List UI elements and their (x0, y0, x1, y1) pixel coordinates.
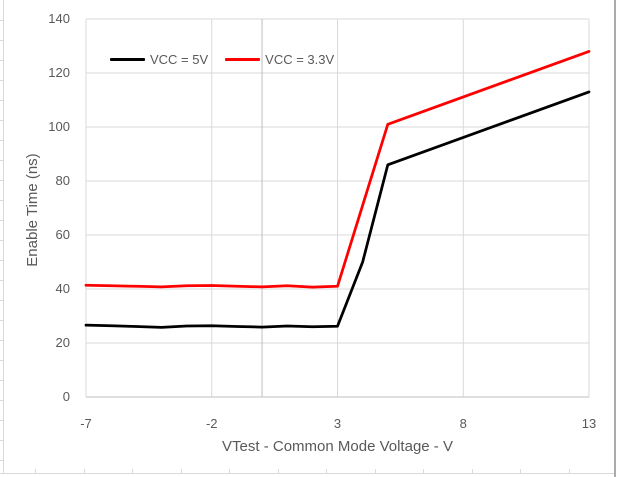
y-axis-title: Enable Time (ns) (24, 153, 41, 267)
worksheet-column-line (278, 469, 279, 474)
y-tick-label-120: 120 (48, 65, 70, 80)
x-axis-title: VTest - Common Mode Voltage - V (222, 438, 453, 455)
x-tick-label-3: 3 (333, 416, 342, 431)
window-right-border (614, 0, 616, 477)
y-tick-label-0: 0 (62, 389, 70, 404)
worksheet-row-line (0, 160, 4, 161)
worksheet-row-line (0, 240, 4, 241)
worksheet-column-line (181, 469, 182, 474)
x-tick-label-8: 8 (459, 416, 467, 431)
y-tick-label-100: 100 (48, 119, 70, 134)
worksheet-column-line (84, 469, 85, 474)
x-tick-label--7: -7 (80, 416, 92, 431)
worksheet-row-line (0, 140, 4, 141)
worksheet-column-line (472, 469, 473, 474)
worksheet-column-edge-left (3, 0, 4, 474)
y-tick-label-40: 40 (55, 281, 70, 296)
legend-line-swatch-red (225, 57, 261, 61)
worksheet-row-line (0, 200, 4, 201)
worksheet-row-line (0, 360, 4, 361)
worksheet-column-line (35, 469, 36, 474)
worksheet-row-line (0, 260, 4, 261)
legend-item-vcc-5v[interactable]: VCC = 5V (110, 52, 208, 67)
worksheet-column-line (569, 469, 570, 474)
worksheet-row-line (0, 40, 4, 41)
worksheet-row-line (0, 100, 4, 101)
worksheet-column-line (229, 469, 230, 474)
x-tick-label--2: -2 (205, 416, 218, 431)
x-tick-label-13: 13 (581, 416, 597, 431)
worksheet-row-line (0, 60, 4, 61)
worksheet-column-line (375, 469, 376, 474)
worksheet-column-line (132, 469, 133, 474)
worksheet-column-line (423, 469, 424, 474)
worksheet-row-line (0, 280, 4, 281)
worksheet-row-line (0, 440, 4, 441)
worksheet-row-line (0, 120, 4, 121)
worksheet-row-line (0, 400, 4, 401)
y-tick-label-60: 60 (55, 227, 70, 242)
y-tick-label-140: 140 (48, 11, 70, 26)
y-tick-label-20: 20 (55, 335, 70, 350)
worksheet-row-line (0, 80, 4, 81)
legend-item-vcc-3.3v[interactable]: VCC = 3.3V (225, 52, 334, 67)
worksheet-row-line (0, 20, 4, 21)
y-tick-label-80: 80 (55, 173, 70, 188)
chart-legend: VCC = 5V VCC = 3.3V (110, 50, 334, 68)
worksheet-row-edge-bottom (0, 473, 614, 474)
legend-line-swatch-black (110, 57, 145, 61)
worksheet-row-line (0, 340, 4, 341)
series-line-vcc=5v[interactable] (84, 90, 591, 329)
worksheet-row-line (0, 180, 4, 181)
worksheet-row-line (0, 460, 4, 461)
legend-label: VCC = 5V (150, 51, 209, 67)
worksheet-row-line (0, 420, 4, 421)
legend-label: VCC = 3.3V (265, 51, 335, 67)
worksheet-row-line (0, 380, 4, 381)
series-line-vcc=3.3v[interactable] (84, 50, 591, 289)
worksheet-row-line (0, 220, 4, 221)
worksheet-column-line (520, 469, 521, 474)
worksheet-row-line (0, 300, 4, 301)
worksheet-column-line (326, 469, 327, 474)
worksheet-row-line (0, 320, 4, 321)
